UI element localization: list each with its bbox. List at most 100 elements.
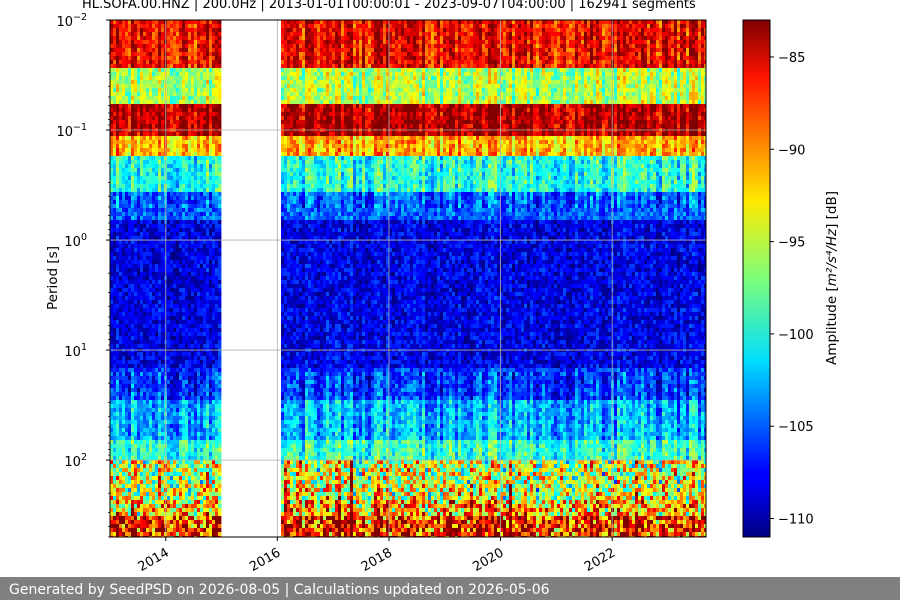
heatmap-column [152,20,155,540]
heatmap-column [146,20,149,540]
heatmap-column [476,20,479,540]
heatmap-column [482,20,485,540]
heatmap-column [599,20,602,540]
colorbar-axis: −85−90−95−100−105−110 [770,51,814,528]
heatmap-column [509,20,512,540]
heatmap-column [524,20,527,540]
heatmap-column [554,20,557,540]
colorbar [743,20,770,537]
heatmap-column [671,20,674,540]
heatmap-column [296,20,299,540]
heatmap-column [575,20,578,540]
heatmap-column [680,20,683,540]
heatmap-column [512,20,515,540]
heatmap-column [110,20,113,540]
heatmap-column [119,20,122,540]
heatmap-column [197,20,200,540]
heatmap-column [347,20,350,540]
heatmap-column [149,20,152,540]
heatmap-column [374,20,377,540]
heatmap-column [293,20,296,540]
heatmap-column [602,20,605,540]
heatmap-column [122,20,125,540]
heatmap-column [647,20,650,540]
heatmap-column [182,20,185,540]
heatmap-column [461,20,464,540]
heatmap-column [167,20,170,540]
heatmap-column [494,20,497,540]
colorbar-tick-label: −110 [778,513,814,528]
heatmap-column [320,20,323,540]
heatmap-column [608,20,611,540]
heatmap-column [176,20,179,540]
heatmap-column [206,20,209,540]
heatmap-column [539,20,542,540]
heatmap-column [311,20,314,540]
heatmap-column [188,20,191,540]
heatmap-column [698,20,701,540]
heatmap-column [521,20,524,540]
footer-text: Generated by SeedPSD on 2026-08-05 | Cal… [0,582,550,598]
heatmap-column [677,20,680,540]
heatmap-column [644,20,647,540]
heatmap-column [335,20,338,540]
heatmap-column [557,20,560,540]
heatmap-column [470,20,473,540]
heatmap-column [452,20,455,540]
heatmap-column [398,20,401,540]
heatmap-column [659,20,662,540]
heatmap-column [323,20,326,540]
heatmap-column [551,20,554,540]
heatmap-column [692,20,695,540]
heatmap-column [329,20,332,540]
heatmap-column [683,20,686,540]
heatmap-column [212,20,215,540]
heatmap-column [587,20,590,540]
heatmap-column [302,20,305,540]
heatmap-column [518,20,521,540]
heatmap-column [194,20,197,540]
heatmap-column [389,20,392,540]
heatmap-column [686,20,689,540]
heatmap-column [563,20,566,540]
heatmap-column [449,20,452,540]
y-axis-label: Period [s] [45,246,61,310]
heatmap-column [446,20,449,540]
heatmap-column [533,20,536,540]
heatmap-column [326,20,329,540]
heatmap-column [425,20,428,540]
heatmap-column [515,20,518,540]
heatmap-column [395,20,398,540]
heatmap-column [305,20,308,540]
heatmap-column [467,20,470,540]
heatmap-column [173,20,176,540]
heatmap-column [140,20,143,540]
heatmap-column [428,20,431,540]
heatmap-column [215,20,218,540]
heatmap-column [401,20,404,540]
heatmap-column [179,20,182,540]
heatmap-column [383,20,386,540]
spectrogram-heatmap [110,20,707,540]
heatmap-column [116,20,119,540]
heatmap-column [665,20,668,540]
heatmap-column [185,20,188,540]
heatmap-column [674,20,677,540]
heatmap-column [548,20,551,540]
heatmap-column [200,20,203,540]
heatmap-column [416,20,419,540]
heatmap-column [479,20,482,540]
heatmap-column [290,20,293,540]
x-tick-label: 2014 [136,545,172,575]
heatmap-column [581,20,584,540]
heatmap-column [317,20,320,540]
heatmap-column [437,20,440,540]
heatmap-column [314,20,317,540]
heatmap-column [632,20,635,540]
heatmap-column [287,20,290,540]
y-tick-label: 101 [64,342,87,360]
heatmap-column [623,20,626,540]
heatmap-column [284,20,287,540]
heatmap-column [161,20,164,540]
